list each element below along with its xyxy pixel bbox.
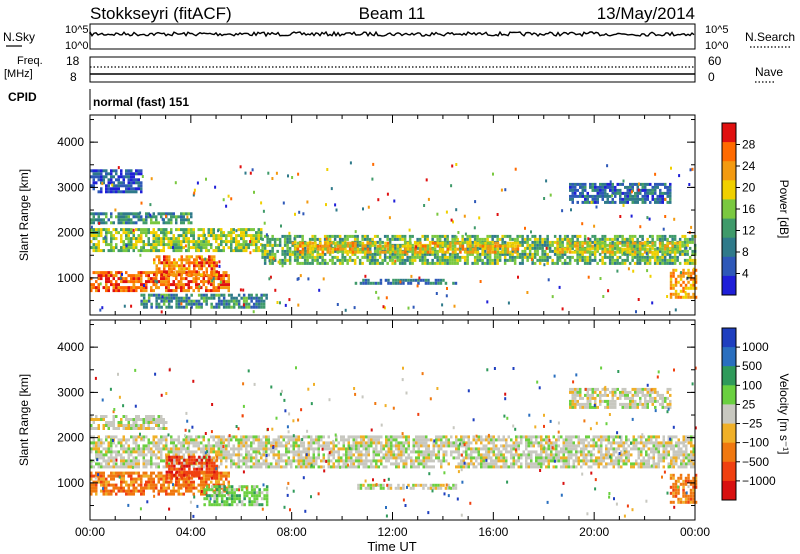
velocity-noise [94,366,697,518]
beam-title: Beam 11 [359,4,426,23]
power-band-7 [90,169,143,194]
time-axis: 00:00 04:00 08:00 12:00 16:00 20:00 00:00 [75,525,710,539]
freq-tick-bottom: 8 [70,70,77,84]
velocity-cb-tick-4: −25 [742,417,763,431]
power-cb-tick-0: 4 [742,267,749,281]
nsky-panel [89,23,696,50]
power-band-8 [354,278,458,285]
velocity-cb-tick-1: 500 [742,359,762,373]
power-band-5 [153,255,218,277]
date-title: 13/May/2014 [597,4,695,23]
velocity-cb-tick-6: −500 [742,455,769,469]
x-tick-6: 00:00 [680,525,710,539]
power-y-tick-2: 3000 [57,180,84,194]
freq-unit: [MHz] [4,68,33,80]
nsky-tick-top: 10^5 [65,24,89,36]
power-cb-tick-4: 20 [742,181,756,195]
power-cb-label: Power [dB] [777,180,791,239]
power-y-tick-3: 4000 [57,135,84,149]
power-y-label: Slant Range [km] [17,169,31,261]
power-cb-tick-6: 28 [742,138,756,152]
velocity-band-3 [165,455,219,480]
velocity-cb-tick-5: −100 [742,436,769,450]
power-band-11 [140,293,268,309]
nsky-tick-bottom: 10^0 [65,40,89,52]
velocity-band-6 [669,473,698,504]
power-band-0 [90,228,263,253]
cpid-label: CPID [8,90,37,104]
power-band-6 [90,212,193,225]
velocity-cb-label: Velocity [m s⁻¹] [777,373,791,454]
nsky-label: N.Sky [3,30,35,44]
power-cb-tick-1: 8 [742,245,749,259]
power-cb-tick-3: 16 [742,202,756,216]
freq-tick-top: 18 [66,54,80,68]
nsky-tick-bottom-right: 10^0 [705,40,729,52]
velocity-cb-tick-2: 100 [742,378,762,392]
power-panel: 1000 2000 3000 4000 Slant Range [km] 4 8 12 16 20… [17,114,791,316]
power-band-2 [291,241,520,254]
velocity-cb-tick-3: 25 [742,397,756,411]
x-axis-label: Time UT [367,539,416,554]
velocity-y-label: Slant Range [km] [17,374,31,466]
velocity-y-tick-3: 4000 [57,340,84,354]
nave-label: Nave [755,65,783,79]
cpid-value: normal (fast) 151 [93,95,189,109]
power-band-3 [556,241,684,254]
velocity-cb-tick-0: 1000 [742,340,769,354]
freq-panel [89,56,696,83]
velocity-y-tick-1: 2000 [57,431,84,445]
velocity-band-7 [569,387,672,409]
nsearch-label: N.Search [745,30,795,44]
x-tick-0: 00:00 [75,525,105,539]
velocity-y-tick-0: 1000 [57,476,84,490]
velocity-cb-tick-7: −1000 [742,474,776,488]
x-tick-2: 08:00 [277,525,307,539]
freq-label: Freq. [17,55,43,67]
x-tick-4: 16:00 [478,525,508,539]
nsky-trace [89,30,695,38]
power-noise [90,161,695,314]
nsky-tick-top-right: 10^5 [705,24,729,36]
power-y-tick-0: 1000 [57,271,84,285]
x-tick-3: 12:00 [377,525,407,539]
power-band-9 [569,182,672,204]
power-y-tick-1: 2000 [57,226,84,240]
nave-tick-top: 60 [708,54,722,68]
velocity-colorbar: 1000 500 100 25 −25 −100 −500 −1000 Velocity [m … [721,327,791,501]
power-cb-tick-2: 12 [742,224,756,238]
power-colorbar: 4 8 12 16 20 24 28 Power [dB] [721,122,791,296]
velocity-band-1 [90,415,168,430]
power-cb-tick-5: 24 [742,159,756,173]
velocity-y-tick-2: 3000 [57,385,84,399]
nave-tick-bottom: 0 [708,70,715,84]
power-band-10 [669,268,698,299]
velocity-band-4 [203,485,269,507]
x-tick-5: 20:00 [579,525,609,539]
x-tick-1: 04:00 [176,525,206,539]
station-title: Stokkseyri (fitACF) [90,4,232,23]
